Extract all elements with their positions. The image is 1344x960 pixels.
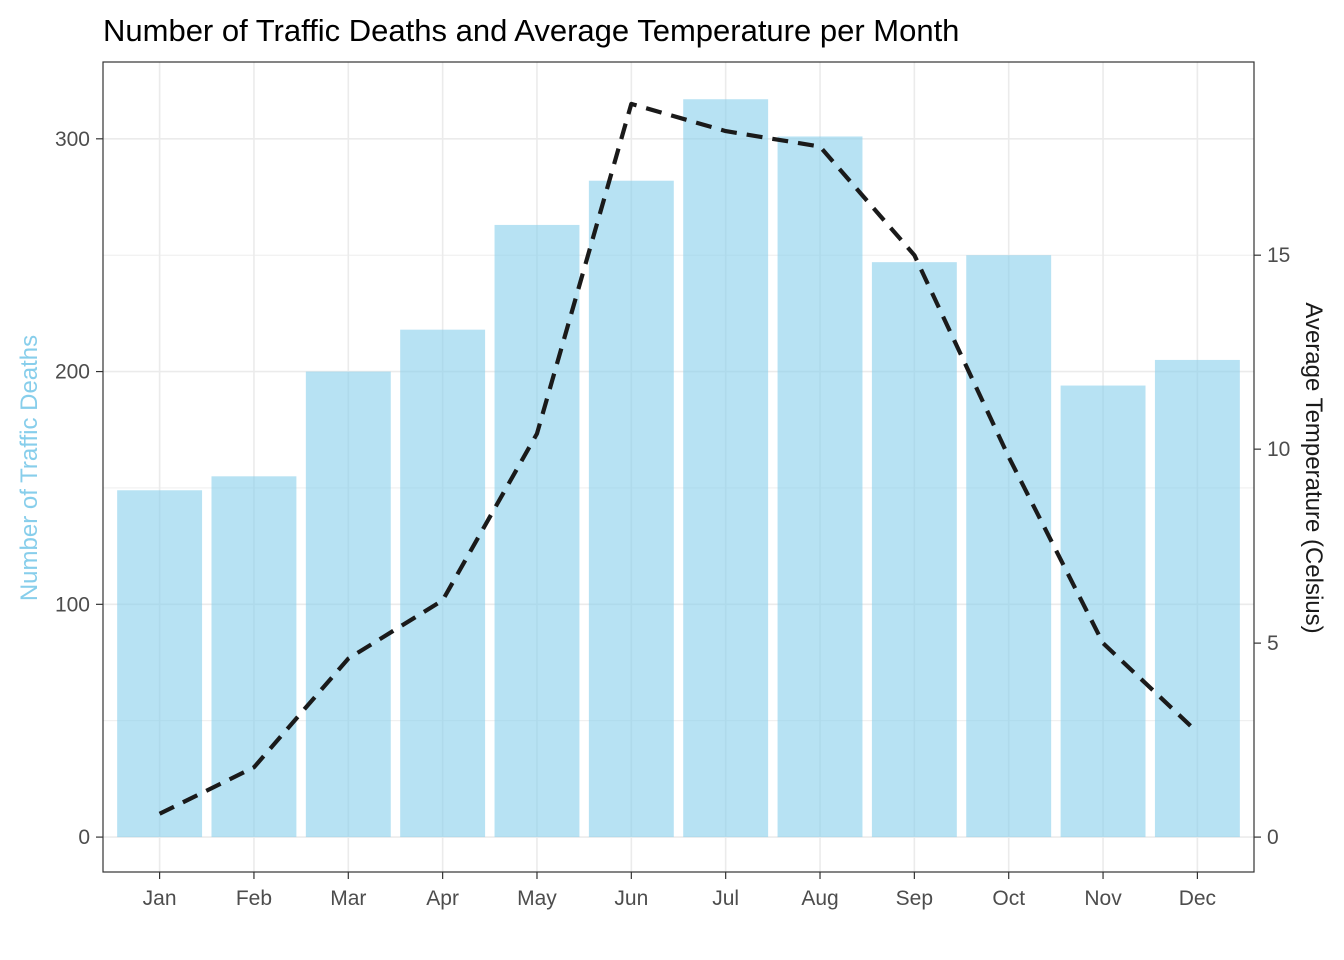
bars (117, 99, 1240, 838)
x-tick-label-may: May (517, 887, 557, 910)
bar-apr (400, 329, 486, 838)
bar-feb (211, 476, 297, 838)
x-tick-label-apr: Apr (426, 887, 459, 910)
bar-mar (305, 371, 391, 838)
x-tick-label-dec: Dec (1179, 887, 1216, 910)
bar-jul (683, 99, 769, 838)
x-tick-label-oct: Oct (992, 887, 1025, 910)
axes: 0 100 200 300 0 5 10 15 Jan Feb Mar Apr May Jun Jul Aug… (55, 128, 1290, 910)
temperature-line-path (158, 101, 1199, 816)
x-tick-label-aug: Aug (801, 887, 838, 910)
bar-may (494, 224, 580, 838)
y-tick-label-right: 15 (1267, 244, 1290, 267)
y-tick-label-right: 0 (1267, 826, 1279, 849)
x-tick-label-mar: Mar (330, 887, 366, 910)
x-tick-label-sep: Sep (896, 887, 933, 910)
y-tick-label-right: 5 (1267, 632, 1279, 655)
x-tick-label-jun: Jun (614, 887, 648, 910)
x-tick-label-feb: Feb (236, 887, 272, 910)
bar-oct (966, 255, 1052, 838)
y-tick-label-left: 200 (55, 361, 90, 384)
panel-border (102, 61, 1255, 873)
y-tick-label-left: 0 (78, 826, 90, 849)
x-tick-label-nov: Nov (1084, 887, 1122, 910)
bar-aug (777, 136, 863, 838)
y-tick-label-left: 300 (55, 128, 90, 151)
x-tick-label-jul: Jul (712, 887, 739, 910)
bar-dec (1154, 359, 1240, 838)
y-tick-label-right: 10 (1267, 438, 1290, 461)
temperature-line (158, 101, 1199, 816)
chart-title: Number of Traffic Deaths and Average Tem… (103, 13, 959, 48)
y-tick-label-left: 100 (55, 593, 90, 616)
bar-jun (588, 180, 674, 838)
bar-sep (871, 262, 957, 838)
y-axis-title-right: Average Temperature (Celsius) (1300, 302, 1327, 633)
y-axis-title-left: Number of Traffic Deaths (16, 335, 43, 601)
bar-nov (1060, 385, 1146, 838)
bar-jan (117, 490, 203, 838)
x-tick-label-jan: Jan (143, 887, 177, 910)
